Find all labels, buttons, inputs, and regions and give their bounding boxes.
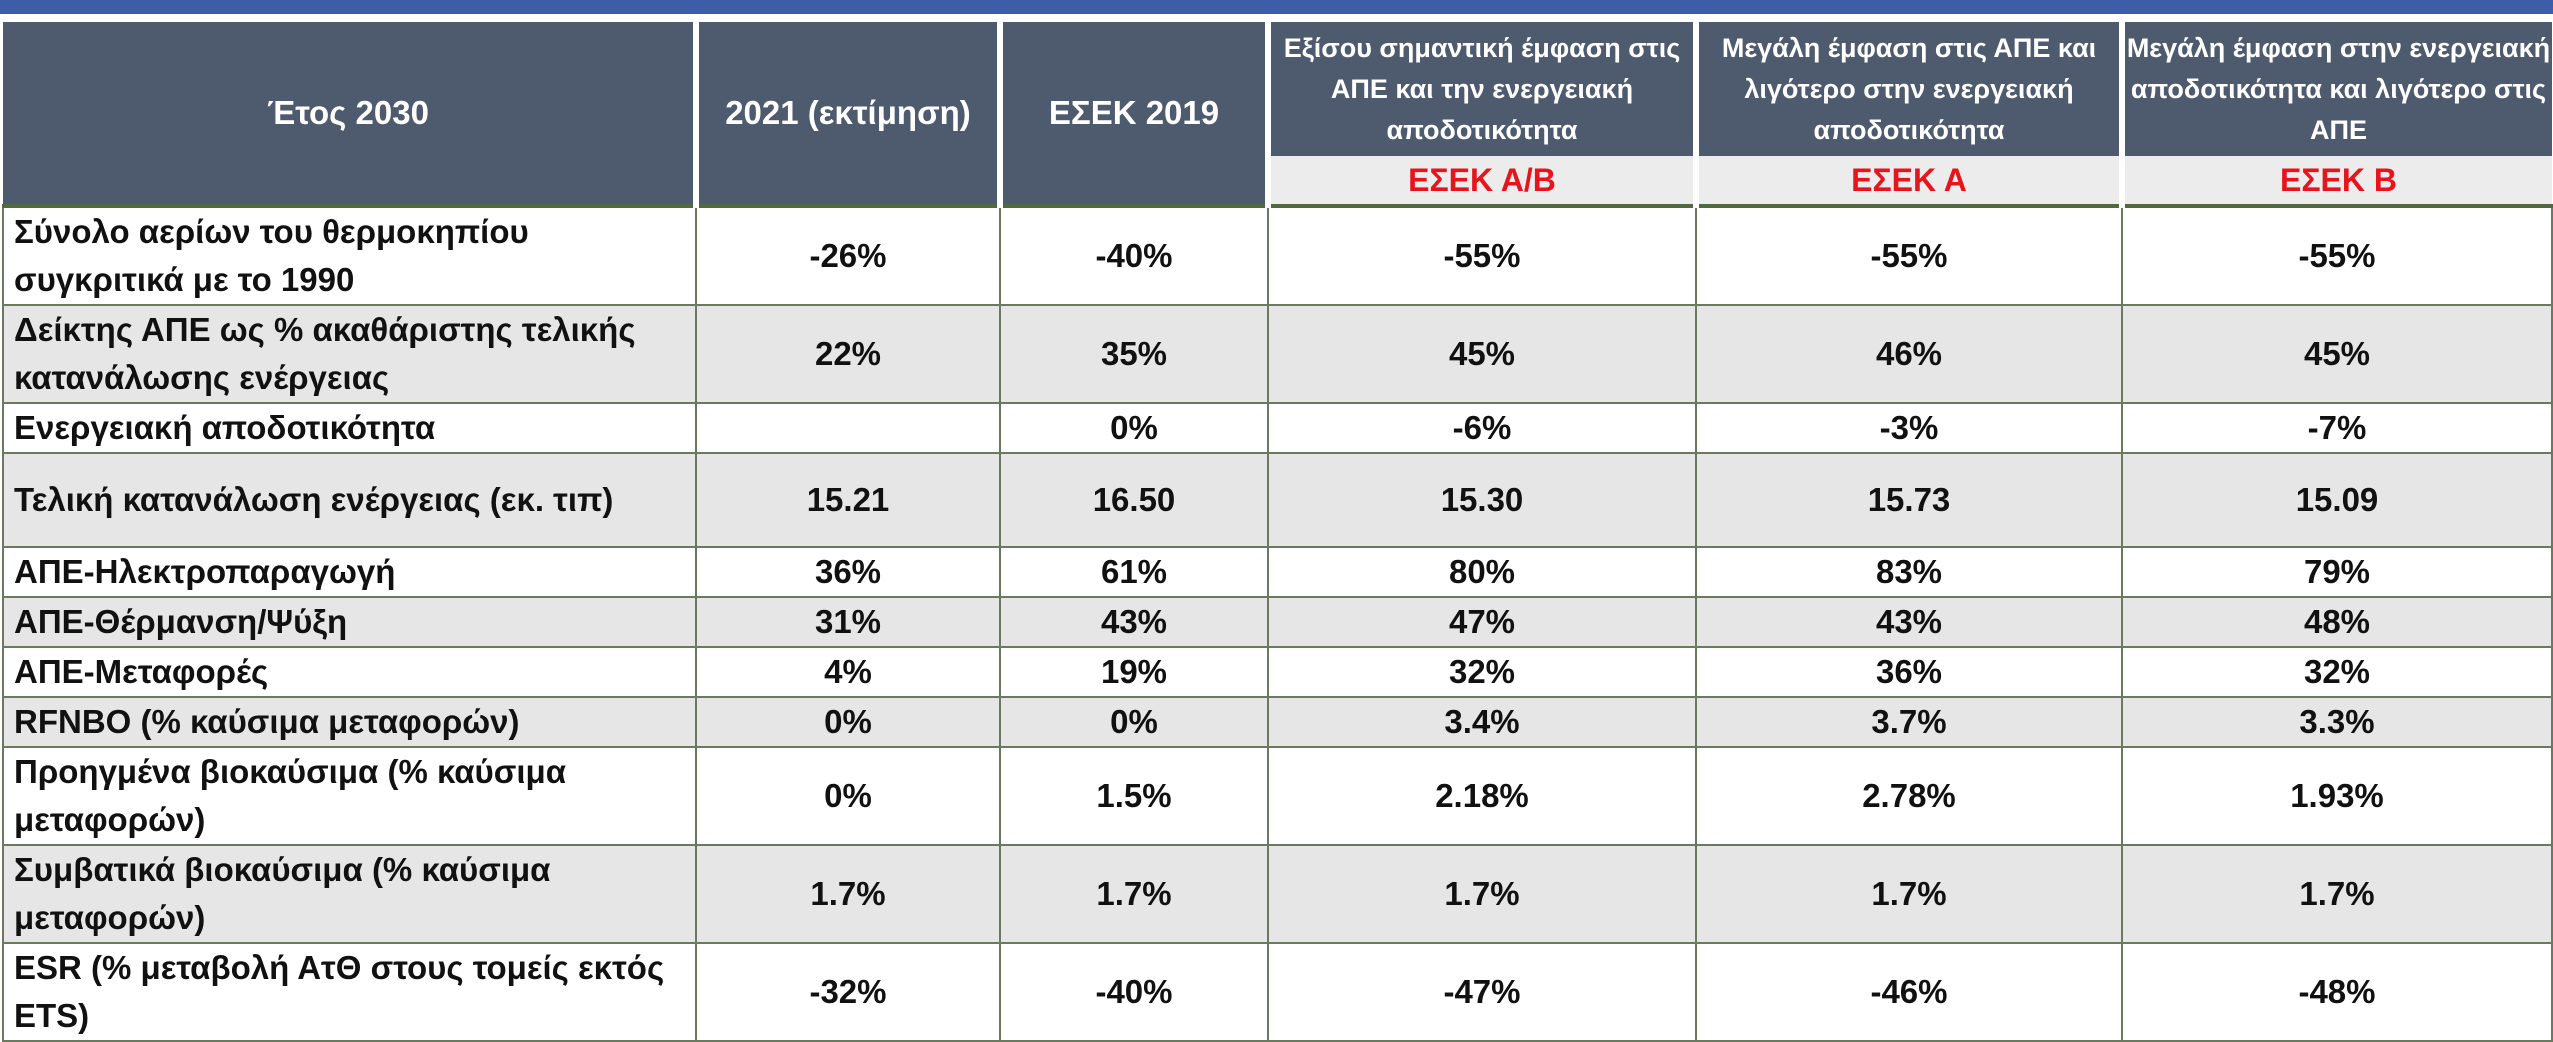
cell-value: 1.7% (2121, 844, 2553, 944)
cell-value: 19% (999, 646, 1269, 698)
table-row: ESR (% μεταβολή ΑτΘ στους τομείς εκτός E… (2, 942, 2553, 1042)
row-label: Σύνολο αερίων του θερμοκηπίου συγκριτικά… (2, 205, 697, 306)
cell-value: 1.5% (999, 746, 1269, 846)
cell-value: -55% (1695, 205, 2123, 306)
header-scenario-code: ΕΣΕΚ Α (1693, 156, 2125, 208)
table-row: Τελική κατανάλωση ενέργειας (εκ. τιπ) 15… (2, 452, 2553, 548)
top-accent-bar (0, 0, 2553, 14)
cell-value: 47% (1267, 596, 1697, 648)
header-scenario-code: ΕΣΕΚ Β (2119, 156, 2552, 208)
header-2021: 2021 (εκτίμηση) (693, 22, 1003, 208)
table-row: Προηγμένα βιοκαύσιμα (% καύσιμα μεταφορώ… (2, 746, 2553, 846)
header-year: Έτος 2030 (3, 22, 699, 208)
cell-value: 32% (2121, 646, 2553, 698)
cell-value: 3.4% (1267, 696, 1697, 748)
cell-value: 45% (1267, 304, 1697, 404)
cell-value: 15.30 (1267, 452, 1697, 548)
cell-value: -46% (1695, 942, 2123, 1042)
cell-value: 45% (2121, 304, 2553, 404)
cell-value: 15.73 (1695, 452, 2123, 548)
header-scenario-desc: Μεγάλη έμφαση στις ΑΠΕ και λιγότερο στην… (1693, 22, 2125, 156)
cell-value: 1.7% (1695, 844, 2123, 944)
cell-value: 3.7% (1695, 696, 2123, 748)
cell-value: 61% (999, 546, 1269, 598)
header-scenario-code: ΕΣΕΚ Α/Β (1265, 156, 1699, 208)
table-row: Σύνολο αερίων του θερμοκηπίου συγκριτικά… (2, 205, 2553, 306)
cell-value: 80% (1267, 546, 1697, 598)
row-label: ΑΠΕ-Ηλεκτροπαραγωγή (2, 546, 697, 598)
table-row: Δείκτης ΑΠΕ ως % ακαθάριστης τελικής κατ… (2, 304, 2553, 404)
row-label: ΑΠΕ-Θέρμανση/Ψύξη (2, 596, 697, 648)
cell-value: 32% (1267, 646, 1697, 698)
cell-value: 22% (695, 304, 1001, 404)
cell-value: 36% (1695, 646, 2123, 698)
cell-value: 0% (695, 746, 1001, 846)
header-esek-2019: ΕΣΕΚ 2019 (997, 22, 1271, 208)
cell-value: 15.09 (2121, 452, 2553, 548)
row-label: Συμβατικά βιοκαύσιμα (% καύσιμα μεταφορώ… (2, 844, 697, 944)
row-label: Δείκτης ΑΠΕ ως % ακαθάριστης τελικής κατ… (2, 304, 697, 404)
row-label: ΑΠΕ-Μεταφορές (2, 646, 697, 698)
row-label: Τελική κατανάλωση ενέργειας (εκ. τιπ) (2, 452, 697, 548)
cell-value: -40% (999, 205, 1269, 306)
cell-value: -55% (1267, 205, 1697, 306)
cell-value: 4% (695, 646, 1001, 698)
table-row: ΑΠΕ-Μεταφορές 4% 19% 32% 36% 32% (2, 646, 2553, 698)
cell-value: 2.18% (1267, 746, 1697, 846)
cell-value: -6% (1267, 402, 1697, 454)
cell-value: -47% (1267, 942, 1697, 1042)
cell-value: -3% (1695, 402, 2123, 454)
cell-value: 15.21 (695, 452, 1001, 548)
cell-value: 46% (1695, 304, 2123, 404)
energy-targets-table: Έτος 2030 2021 (εκτίμηση) ΕΣΕΚ 2019 Εξίσ… (2, 22, 2553, 1042)
header-scenario-desc: Εξίσου σημαντική έμφαση στις ΑΠΕ και την… (1265, 22, 1699, 156)
cell-value: 48% (2121, 596, 2553, 648)
cell-value: 1.7% (695, 844, 1001, 944)
row-label: RFNBO (% καύσιμα μεταφορών) (2, 696, 697, 748)
table-row: RFNBO (% καύσιμα μεταφορών) 0% 0% 3.4% 3… (2, 696, 2553, 748)
cell-value: -32% (695, 942, 1001, 1042)
cell-value: 43% (999, 596, 1269, 648)
header-scenario-desc: Μεγάλη έμφαση στην ενεργειακή αποδοτικότ… (2119, 22, 2552, 156)
cell-value: 36% (695, 546, 1001, 598)
cell-value: 3.3% (2121, 696, 2553, 748)
cell-value: 43% (1695, 596, 2123, 648)
cell-value: 35% (999, 304, 1269, 404)
row-label: ESR (% μεταβολή ΑτΘ στους τομείς εκτός E… (2, 942, 697, 1042)
cell-value: -40% (999, 942, 1269, 1042)
cell-value: 16.50 (999, 452, 1269, 548)
table-row: ΑΠΕ-Θέρμανση/Ψύξη 31% 43% 47% 43% 48% (2, 596, 2553, 648)
cell-value: -55% (2121, 205, 2553, 306)
cell-value: 0% (695, 696, 1001, 748)
cell-value: 1.7% (999, 844, 1269, 944)
row-label: Προηγμένα βιοκαύσιμα (% καύσιμα μεταφορώ… (2, 746, 697, 846)
cell-value: -48% (2121, 942, 2553, 1042)
cell-value (695, 402, 1001, 454)
cell-value: 0% (999, 402, 1269, 454)
cell-value: -26% (695, 205, 1001, 306)
cell-value: 0% (999, 696, 1269, 748)
row-label: Ενεργειακή αποδοτικότητα (2, 402, 697, 454)
table-row: Συμβατικά βιοκαύσιμα (% καύσιμα μεταφορώ… (2, 844, 2553, 944)
cell-value: 1.7% (1267, 844, 1697, 944)
cell-value: 83% (1695, 546, 2123, 598)
cell-value: 31% (695, 596, 1001, 648)
cell-value: -7% (2121, 402, 2553, 454)
cell-value: 79% (2121, 546, 2553, 598)
cell-value: 1.93% (2121, 746, 2553, 846)
table-row: Ενεργειακή αποδοτικότητα 0% -6% -3% -7% (2, 402, 2553, 454)
table-row: ΑΠΕ-Ηλεκτροπαραγωγή 36% 61% 80% 83% 79% (2, 546, 2553, 598)
cell-value: 2.78% (1695, 746, 2123, 846)
